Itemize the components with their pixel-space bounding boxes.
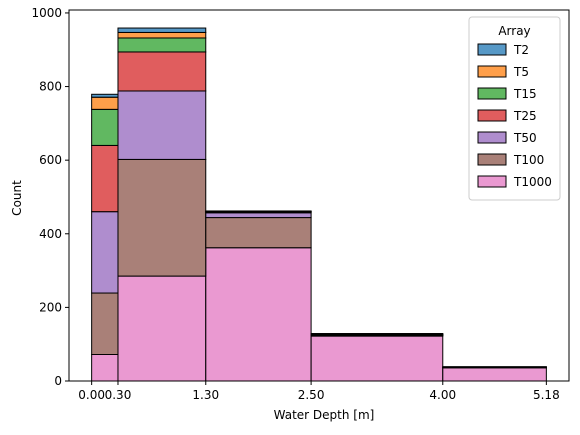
bar-t100-bin-3 <box>205 217 312 249</box>
legend-title: Array <box>498 24 530 38</box>
y-tick-label: 200 <box>39 300 62 314</box>
bar-t1000-bin-5 <box>442 367 547 382</box>
x-tick-label: 0.30 <box>105 388 132 402</box>
legend-label-t5: T5 <box>513 65 529 79</box>
plot-frame <box>68 9 570 382</box>
bar-t2-bin-2 <box>117 27 207 33</box>
legend-swatch-t100 <box>477 153 507 166</box>
bar-t5-bin-1 <box>91 96 119 110</box>
bar-t2-bin-3 <box>205 210 312 212</box>
bar-t15-bin-1 <box>91 108 119 146</box>
legend-label-t1000: T1000 <box>513 175 552 189</box>
bar-t50-bin-1 <box>91 211 119 294</box>
legend-swatch-t25 <box>477 109 507 122</box>
y-tick-label: 800 <box>39 80 62 94</box>
bar-t2-bin-1 <box>91 93 119 98</box>
bar-t1000-bin-1 <box>91 354 119 382</box>
bar-t2-bin-5 <box>442 366 547 368</box>
y-tick-label: 0 <box>54 374 62 388</box>
bar-t1000-bin-2 <box>117 275 207 382</box>
legend-swatch-t15 <box>477 87 507 100</box>
bar-t50-bin-2 <box>117 90 207 160</box>
legend-label-t100: T100 <box>513 153 544 167</box>
legend: Array T2 T5 T15 T25 T50 T100 T1000 <box>468 16 561 201</box>
bar-t5-bin-2 <box>117 31 207 39</box>
bar-t25-bin-2 <box>117 51 207 92</box>
legend-label-t15: T15 <box>513 87 537 101</box>
y-tick-label: 1000 <box>31 6 62 20</box>
bar-layer <box>91 27 547 382</box>
legend-label-t2: T2 <box>513 43 529 57</box>
x-tick-label: 2.50 <box>298 388 325 402</box>
x-tick-label: 0.00 <box>78 388 105 402</box>
x-axis-label: Water Depth [m] <box>274 408 375 422</box>
bar-t100-bin-2 <box>117 158 207 277</box>
x-tick-label: 1.30 <box>192 388 219 402</box>
bar-t25-bin-1 <box>91 144 119 213</box>
y-tick-label: 600 <box>39 153 62 167</box>
bar-t1000-bin-4 <box>310 335 444 382</box>
bar-t15-bin-2 <box>117 37 207 53</box>
axes-layer: 0.00 0.30 1.30 2.50 4.00 5.18 0 200 400 600 800 100… <box>31 6 570 402</box>
y-axis-label: Count <box>10 180 24 216</box>
bar-t2-bin-4 <box>310 333 444 335</box>
x-tick-label: 5.18 <box>533 388 560 402</box>
legend-label-t25: T25 <box>513 109 537 123</box>
legend-swatch-t2 <box>477 43 507 56</box>
legend-swatch-t1000 <box>477 175 507 188</box>
bar-t1000-bin-3 <box>205 247 312 382</box>
y-tick-label: 400 <box>39 227 62 241</box>
legend-swatch-t50 <box>477 131 507 144</box>
bar-t100-bin-1 <box>91 292 119 356</box>
legend-swatch-t5 <box>477 65 507 78</box>
bar-t50-bin-3 <box>205 212 312 219</box>
x-tick-label: 4.00 <box>429 388 456 402</box>
legend-label-t50: T50 <box>513 131 537 145</box>
